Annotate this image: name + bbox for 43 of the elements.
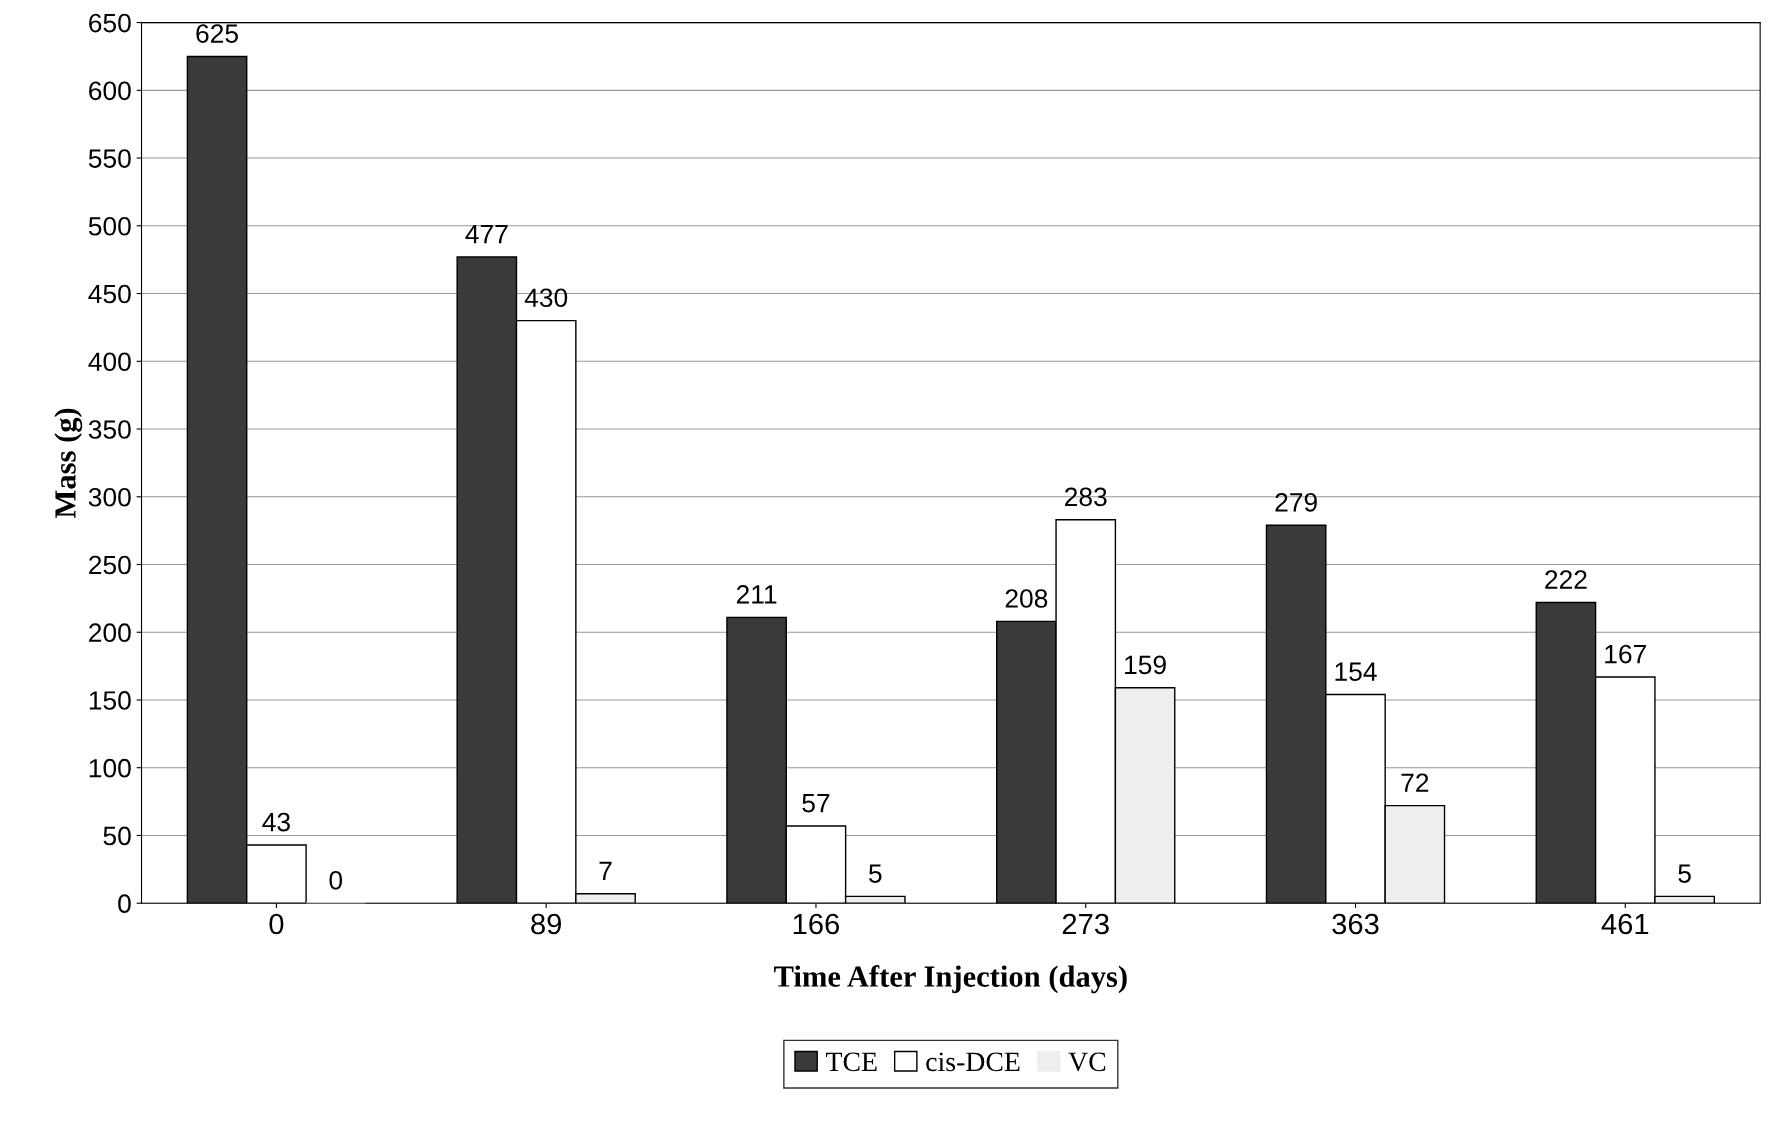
data-label: 211 — [736, 585, 777, 604]
data-label: 477 — [465, 225, 508, 244]
y-axis-title: Mass (g) — [54, 408, 83, 518]
data-label: 430 — [524, 288, 568, 308]
legend-label: cis-DCE — [926, 1052, 1020, 1072]
data-label: 208 — [1005, 589, 1048, 608]
data-label: 0 — [329, 870, 343, 890]
x-tick-label: 363 — [1332, 913, 1379, 935]
x-tick-label: 89 — [531, 913, 562, 935]
x-axis-title: Time After Injection (days) — [774, 965, 1127, 994]
y-tick-label: 250 — [89, 555, 131, 575]
y-tick-label: 650 — [89, 13, 131, 33]
data-label: 159 — [1125, 655, 1166, 675]
y-tick-label: 600 — [89, 81, 131, 101]
data-label: 43 — [262, 812, 290, 832]
data-label: 7 — [599, 861, 612, 880]
data-label: 72 — [1401, 773, 1429, 792]
data-label: 279 — [1275, 492, 1317, 512]
data-label: 5 — [869, 864, 882, 883]
y-tick-label: 550 — [88, 149, 131, 168]
y-tick-label: 100 — [89, 758, 131, 778]
data-label: 154 — [1335, 662, 1377, 682]
y-tick-label: 150 — [89, 691, 131, 710]
y-tick-label: 400 — [88, 352, 131, 372]
y-tick-label: 350 — [88, 420, 131, 439]
data-label: 625 — [196, 24, 238, 43]
data-label: 283 — [1065, 487, 1107, 507]
data-label: 57 — [802, 794, 830, 813]
y-tick-label: 0 — [118, 894, 131, 914]
y-tick-label: 300 — [88, 487, 131, 507]
y-tick-label: 50 — [103, 826, 131, 846]
data-label: 222 — [1545, 570, 1587, 589]
data-label: 5 — [1678, 864, 1691, 883]
y-tick-label: 200 — [89, 623, 131, 643]
x-tick-label: 461 — [1601, 913, 1649, 935]
data-label: 167 — [1605, 644, 1646, 664]
x-tick-label: 0 — [269, 913, 284, 935]
legend-label: VC — [1068, 1052, 1106, 1072]
x-tick-label: 273 — [1062, 913, 1109, 935]
x-tick-label: 166 — [793, 913, 839, 935]
y-tick-label: 500 — [88, 216, 131, 236]
legend-label: TCE — [826, 1052, 877, 1072]
y-tick-label: 450 — [88, 284, 131, 304]
